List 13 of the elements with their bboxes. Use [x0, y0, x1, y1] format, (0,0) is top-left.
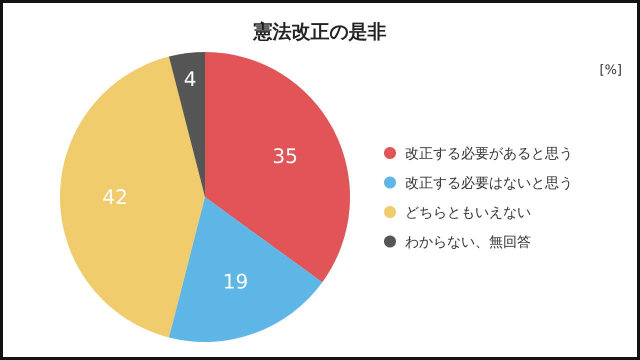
data-label: 4	[184, 67, 196, 92]
pie-slice	[168, 52, 205, 197]
legend-label: どちらともいえない	[405, 205, 531, 221]
legend-label: わからない、無回答	[405, 234, 531, 250]
text: [%]	[600, 63, 622, 78]
pie-slice	[60, 56, 205, 338]
legend-label: 改正する必要があると思う	[405, 146, 573, 162]
data-label: 42	[102, 185, 128, 209]
legend-label: 改正する必要はないと思う	[405, 176, 573, 192]
data-label: 19	[222, 270, 248, 294]
chart-title: 憲法改正の是非	[252, 21, 386, 43]
pie-slice	[168, 197, 322, 342]
data-label: 35	[272, 144, 298, 168]
